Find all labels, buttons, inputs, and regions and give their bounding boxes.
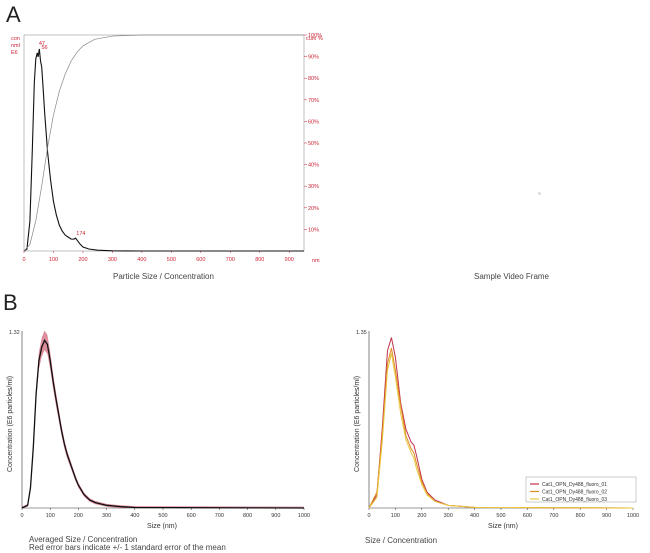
x-tick-label: 200: [74, 513, 83, 519]
x-tick-label: 300: [108, 257, 117, 263]
series-line: [368, 337, 634, 509]
x-unit-label: nm: [312, 258, 320, 264]
peak-label: 56: [42, 45, 48, 51]
x-tick-label: 600: [523, 513, 532, 519]
x-axis-label: Size (nm): [147, 523, 177, 530]
legend-label: Cat1_OPN_Dy488_fluoro_01: [542, 482, 607, 488]
legend-label: Cat1_OPN_Dy488_fluoro_03: [542, 497, 607, 503]
x-tick-label: 500: [167, 257, 176, 263]
x-tick-label: 600: [187, 513, 196, 519]
y-right-tick-label: 10%: [308, 227, 319, 233]
panel-label-a: A: [6, 2, 21, 27]
x-tick-label: 200: [78, 257, 87, 263]
right-axis-label: cum %: [306, 36, 323, 42]
y-right-tick-label: 50%: [308, 141, 319, 147]
legend-box: [525, 476, 637, 503]
particle-dot: [538, 192, 541, 195]
x-tick-label: 0: [20, 513, 23, 519]
x-tick-label: 700: [215, 513, 224, 519]
x-tick-label: 200: [417, 513, 426, 519]
y-right-tick-label: 30%: [308, 184, 319, 190]
cumulative-line: [23, 34, 304, 252]
caption-b-right: Size / Concentration: [365, 536, 438, 545]
x-tick-label: 800: [243, 513, 252, 519]
x-tick-label: 600: [196, 257, 205, 263]
caption-video: Sample Video Frame: [474, 272, 549, 281]
concentration-line: [23, 48, 304, 252]
y-right-tick-label: 20%: [308, 206, 319, 212]
video-frame: [330, 30, 650, 260]
x-tick-label: 100: [49, 257, 58, 263]
mean-line: [21, 339, 305, 509]
y-right-tick-label: 70%: [308, 98, 319, 104]
x-tick-label: 900: [271, 513, 280, 519]
x-tick-label: 400: [137, 257, 146, 263]
x-tick-label: 1000: [627, 513, 639, 519]
x-tick-label: 700: [226, 257, 235, 263]
legend-label: Cat1_OPN_Dy488_fluoro_02: [542, 489, 607, 495]
caption-b-left-line1: Averaged Size / Concentration: [29, 535, 138, 544]
x-tick-label: 0: [22, 257, 25, 263]
x-tick-label: 100: [46, 513, 55, 519]
y-axis-label: Concentration (E6 particles/ml): [354, 376, 361, 472]
series-line: [368, 353, 634, 509]
x-tick-label: 400: [470, 513, 479, 519]
left-label-2: nml: [11, 43, 20, 49]
x-tick-label: 300: [444, 513, 453, 519]
x-tick-label: 800: [576, 513, 585, 519]
y-max-label: 1.35: [356, 330, 367, 336]
y-right-tick-label: 40%: [308, 163, 319, 169]
y-right-tick-label: 80%: [308, 76, 319, 82]
y-max-label: 1.32: [9, 330, 20, 336]
x-tick-label: 700: [549, 513, 558, 519]
y-right-tick-label: 100%: [308, 33, 322, 39]
panel-label-b: B: [3, 290, 18, 315]
x-tick-label: 800: [255, 257, 264, 263]
x-tick-label: 100: [391, 513, 400, 519]
x-tick-label: 400: [130, 513, 139, 519]
x-tick-label: 500: [158, 513, 167, 519]
left-label-3: E6: [11, 50, 18, 56]
caption-a: Particle Size / Concentration: [113, 272, 214, 281]
peak-label: 47: [39, 41, 45, 47]
caption-b-left: Averaged Size / Concentration Red error …: [29, 536, 226, 552]
left-label-1: con: [11, 36, 20, 42]
x-tick-label: 900: [285, 257, 294, 263]
x-tick-label: 900: [602, 513, 611, 519]
x-tick-label: 0: [367, 513, 370, 519]
peak-label: 174: [76, 231, 85, 237]
y-axis-label: Concentration (E6 particles/ml): [7, 376, 14, 472]
x-tick-label: 300: [102, 513, 111, 519]
caption-b-left-line2: Red error bars indicate +/- 1 standard e…: [29, 543, 226, 552]
x-tick-label: 1000: [298, 513, 310, 519]
y-right-tick-label: 90%: [308, 55, 319, 61]
y-right-tick-label: 60%: [308, 119, 319, 125]
x-axis-label: Size (nm): [488, 523, 518, 530]
x-tick-label: 500: [496, 513, 505, 519]
